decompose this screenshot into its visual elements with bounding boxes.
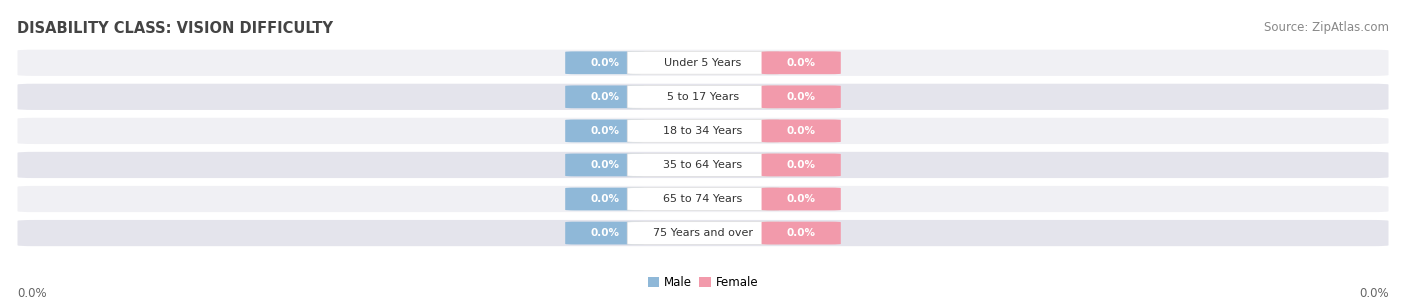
FancyBboxPatch shape <box>762 153 841 176</box>
Legend: Male, Female: Male, Female <box>648 276 758 289</box>
Text: 0.0%: 0.0% <box>591 160 619 170</box>
Text: 0.0%: 0.0% <box>591 58 619 68</box>
FancyBboxPatch shape <box>627 120 779 142</box>
FancyBboxPatch shape <box>17 50 1389 76</box>
FancyBboxPatch shape <box>762 51 841 74</box>
Text: 65 to 74 Years: 65 to 74 Years <box>664 194 742 204</box>
Text: 0.0%: 0.0% <box>1360 287 1389 300</box>
FancyBboxPatch shape <box>627 222 779 245</box>
Text: 0.0%: 0.0% <box>787 160 815 170</box>
Text: 0.0%: 0.0% <box>591 228 619 238</box>
FancyBboxPatch shape <box>17 118 1389 144</box>
Text: 0.0%: 0.0% <box>787 194 815 204</box>
Text: Under 5 Years: Under 5 Years <box>665 58 741 68</box>
Text: 75 Years and over: 75 Years and over <box>652 228 754 238</box>
Text: 0.0%: 0.0% <box>787 126 815 136</box>
FancyBboxPatch shape <box>565 120 644 142</box>
FancyBboxPatch shape <box>627 51 779 74</box>
FancyBboxPatch shape <box>762 222 841 245</box>
FancyBboxPatch shape <box>565 51 644 74</box>
FancyBboxPatch shape <box>627 188 779 210</box>
Text: 0.0%: 0.0% <box>591 194 619 204</box>
FancyBboxPatch shape <box>565 222 644 245</box>
Text: 0.0%: 0.0% <box>591 92 619 102</box>
Text: 35 to 64 Years: 35 to 64 Years <box>664 160 742 170</box>
FancyBboxPatch shape <box>565 85 644 108</box>
FancyBboxPatch shape <box>627 153 779 176</box>
FancyBboxPatch shape <box>762 85 841 108</box>
Text: 0.0%: 0.0% <box>787 92 815 102</box>
FancyBboxPatch shape <box>17 220 1389 246</box>
FancyBboxPatch shape <box>627 85 779 108</box>
FancyBboxPatch shape <box>17 152 1389 178</box>
Text: DISABILITY CLASS: VISION DIFFICULTY: DISABILITY CLASS: VISION DIFFICULTY <box>17 21 333 36</box>
FancyBboxPatch shape <box>17 186 1389 212</box>
Text: Source: ZipAtlas.com: Source: ZipAtlas.com <box>1264 21 1389 34</box>
Text: 0.0%: 0.0% <box>17 287 46 300</box>
Text: 0.0%: 0.0% <box>787 58 815 68</box>
Text: 0.0%: 0.0% <box>591 126 619 136</box>
Text: 18 to 34 Years: 18 to 34 Years <box>664 126 742 136</box>
Text: 5 to 17 Years: 5 to 17 Years <box>666 92 740 102</box>
FancyBboxPatch shape <box>565 153 644 176</box>
FancyBboxPatch shape <box>762 120 841 142</box>
FancyBboxPatch shape <box>17 84 1389 110</box>
Text: 0.0%: 0.0% <box>787 228 815 238</box>
FancyBboxPatch shape <box>565 188 644 210</box>
FancyBboxPatch shape <box>762 188 841 210</box>
